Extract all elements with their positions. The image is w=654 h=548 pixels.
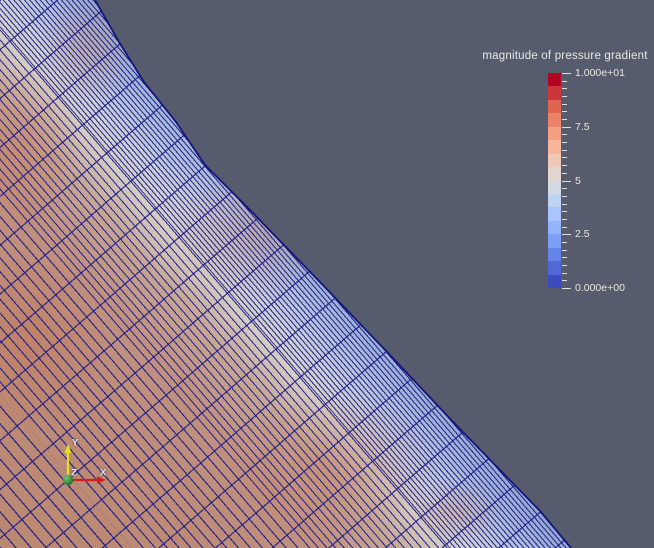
colorbar-minor-tick — [562, 188, 567, 189]
colorbar-major-tick — [562, 288, 571, 289]
colorbar-minor-tick — [562, 104, 567, 105]
colorbar-segment — [548, 167, 561, 180]
colorbar-tick-label: 2.5 — [575, 228, 590, 240]
colorbar-major-tick — [562, 234, 571, 235]
render-viewport[interactable]: magnitude of pressure gradient 1.000e+01… — [0, 0, 654, 548]
colorbar-minor-tick — [562, 142, 567, 143]
colorbar-minor-tick — [562, 165, 567, 166]
colorbar-segment — [548, 86, 561, 99]
color-legend[interactable]: magnitude of pressure gradient 1.000e+01… — [476, 46, 654, 298]
colorbar-segment — [548, 248, 561, 261]
colorbar-segment — [548, 127, 561, 140]
axes-glyph — [50, 434, 114, 490]
colorbar-segment — [548, 275, 561, 288]
colorbar-minor-tick — [562, 219, 567, 220]
colorbar-minor-tick — [562, 250, 567, 251]
axis-label-z: Z — [71, 468, 77, 479]
colorbar-segment — [548, 100, 561, 113]
colorbar-segment — [548, 181, 561, 194]
colorbar-major-tick — [562, 73, 571, 74]
colorbar-minor-tick — [562, 196, 567, 197]
axis-label-x: X — [100, 468, 106, 479]
colorbar-segment — [548, 140, 561, 153]
colorbar-segment — [548, 194, 561, 207]
colorbar-minor-tick — [562, 204, 567, 205]
colorbar-minor-tick — [562, 111, 567, 112]
colorbar-segment — [548, 207, 561, 220]
colorbar-minor-tick — [562, 242, 567, 243]
colorbar-minor-tick — [562, 173, 567, 174]
colorbar-minor-tick — [562, 157, 567, 158]
colorbar-segment — [548, 154, 561, 167]
colorbar-minor-tick — [562, 273, 567, 274]
colorbar-minor-tick — [562, 265, 567, 266]
colorbar-segment — [548, 73, 561, 86]
colorbar-tick-label: 0.000e+00 — [575, 282, 625, 294]
colorbar-minor-tick — [562, 96, 567, 97]
colorbar-minor-tick — [562, 150, 567, 151]
axis-label-y: Y — [72, 438, 78, 449]
colorbar-minor-tick — [562, 134, 567, 135]
colorbar — [548, 73, 561, 288]
colorbar-minor-tick — [562, 280, 567, 281]
colorbar-minor-tick — [562, 257, 567, 258]
colorbar-segment — [548, 261, 561, 274]
colorbar-minor-tick — [562, 227, 567, 228]
colorbar-minor-tick — [562, 211, 567, 212]
colorbar-tick-label: 1.000e+01 — [575, 67, 625, 79]
colorbar-tick-label: 7.5 — [575, 121, 590, 133]
y-axis-arrowhead — [65, 444, 72, 453]
legend-title: magnitude of pressure gradient — [476, 50, 654, 62]
colorbar-minor-tick — [562, 119, 567, 120]
colorbar-segment — [548, 113, 561, 126]
colorbar-major-tick — [562, 127, 571, 128]
colorbar-major-tick — [562, 181, 571, 182]
colorbar-minor-tick — [562, 88, 567, 89]
orientation-axes-widget: X Y Z — [50, 434, 114, 490]
colorbar-segment — [548, 234, 561, 247]
colorbar-tick-label: 5 — [575, 175, 581, 187]
colorbar-minor-tick — [562, 81, 567, 82]
colorbar-segment — [548, 221, 561, 234]
